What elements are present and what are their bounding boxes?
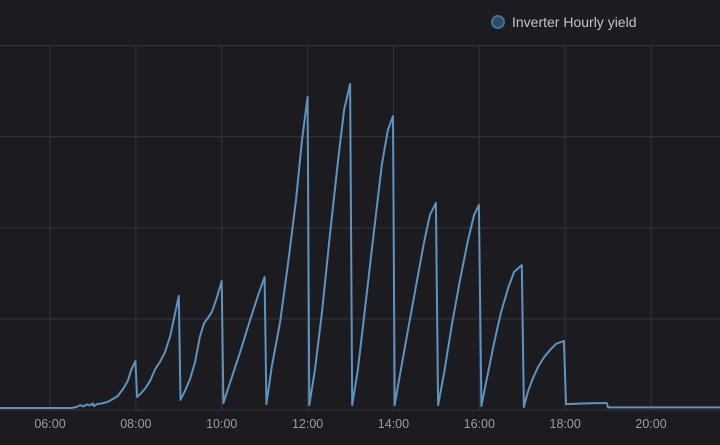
x-axis-tick-label: 18:00 [550, 417, 581, 431]
x-axis-tick-label: 06:00 [34, 417, 65, 431]
series-line-inverter-hourly-yield [0, 83, 720, 409]
x-axis-tick-label: 12:00 [292, 417, 323, 431]
legend-item-inverter-hourly-yield[interactable]: Inverter Hourly yield [491, 13, 637, 31]
legend-label: Inverter Hourly yield [512, 14, 637, 30]
x-axis-tick-label: 20:00 [635, 417, 666, 431]
x-axis-tick-label: 14:00 [378, 417, 409, 431]
series-dot-icon [491, 15, 505, 29]
x-axis-tick-label: 10:00 [206, 417, 237, 431]
x-axis-tick-label: 08:00 [120, 417, 151, 431]
x-axis-tick-label: 16:00 [464, 417, 495, 431]
